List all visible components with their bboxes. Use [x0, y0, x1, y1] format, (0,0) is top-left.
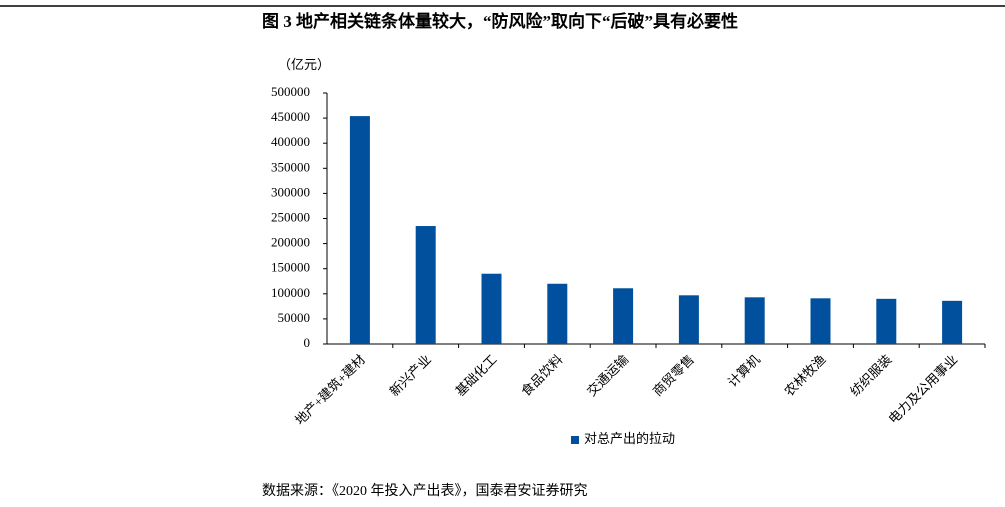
- y-tick-label: 150000: [271, 260, 310, 275]
- bar: [547, 283, 568, 344]
- x-tick-label: 商贸零售: [650, 352, 697, 399]
- x-tick-label: 地产+建筑+建材: [292, 352, 368, 428]
- y-tick-label: 100000: [271, 285, 310, 300]
- bar: [810, 298, 831, 344]
- x-tick-label: 食品饮料: [518, 352, 565, 399]
- y-tick-label: 350000: [271, 159, 310, 174]
- bar: [744, 297, 765, 344]
- y-tick-label: 500000: [271, 84, 310, 99]
- x-tick-label: 新兴产业: [387, 352, 434, 399]
- chart-title: 图 3 地产相关链条体量较大，“防风险”取向下“后破”具有必要性: [262, 11, 738, 31]
- bar: [876, 298, 897, 344]
- legend-swatch: [571, 436, 579, 444]
- source: 数据来源：《2020 年投入产出表》，国泰君安证券研究: [262, 483, 588, 499]
- y-tick-label: 250000: [271, 209, 310, 224]
- x-tick-label: 计算机: [725, 352, 763, 390]
- x-tick-label: 交通运输: [584, 352, 631, 399]
- bar: [481, 273, 502, 344]
- y-tick-label: 0: [304, 335, 311, 350]
- x-tick-label: 基础化工: [452, 352, 499, 399]
- bar: [678, 295, 699, 344]
- x-tick-label: 电力及公用事业: [885, 352, 960, 427]
- bar: [349, 116, 370, 344]
- bar: [613, 288, 634, 344]
- legend-label: 对总产出的拉动: [584, 431, 675, 446]
- bar: [415, 226, 436, 344]
- y-tick-label: 400000: [271, 134, 310, 149]
- y-tick-label: 50000: [278, 310, 311, 325]
- y-tick-label: 300000: [271, 184, 310, 199]
- x-tick-label: 农林牧渔: [781, 352, 828, 399]
- y-tick-label: 450000: [271, 109, 310, 124]
- y-tick-label: 200000: [271, 235, 310, 250]
- bar: [942, 300, 963, 344]
- x-tick-label: 纺织服装: [847, 352, 894, 399]
- y-axis-unit: （亿元）: [278, 57, 330, 72]
